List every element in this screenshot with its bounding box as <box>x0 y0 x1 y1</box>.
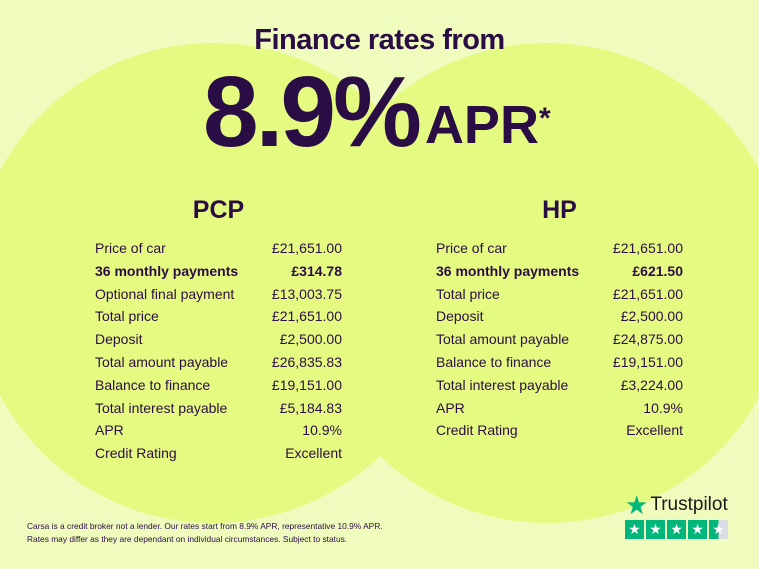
table-row: Optional final payment £13,003.75 <box>95 283 342 306</box>
table-row: Total price £21,651.00 <box>95 305 342 328</box>
row-value: £26,835.83 <box>271 353 342 370</box>
row-label: APR <box>436 399 465 416</box>
row-value: £621.50 <box>632 262 683 279</box>
disclaimer-line: Carsa is a credit broker not a lender. O… <box>27 521 383 531</box>
row-label: Price of car <box>95 240 166 256</box>
row-value: £19,151.00 <box>271 376 342 393</box>
row-value: 10.9% <box>643 399 683 416</box>
table-row: Credit Rating Excellent <box>95 442 342 465</box>
row-value: £21,651.00 <box>271 308 342 325</box>
row-value: £21,651.00 <box>612 240 683 256</box>
hp-title: HP <box>542 196 577 224</box>
hp-table: HP Price of car £21,651.00 36 monthly paym… <box>436 196 683 442</box>
disclaimer: Carsa is a credit broker not a lender. O… <box>27 520 383 546</box>
trustpilot-star-icon: ★ <box>625 490 649 520</box>
row-value: Excellent <box>285 445 342 462</box>
row-label: Total amount payable <box>436 331 570 348</box>
row-label: Balance to finance <box>95 376 211 393</box>
table-row: Total price £21,651.00 <box>436 283 683 306</box>
table-row: 36 monthly payments £314.78 <box>95 260 342 283</box>
row-value: £3,224.00 <box>620 376 683 393</box>
table-row: Balance to finance £19,151.00 <box>95 374 342 397</box>
table-row: Balance to finance £19,151.00 <box>436 351 683 374</box>
row-value: £21,651.00 <box>612 285 683 302</box>
rate-display: 8.9% APR * <box>203 62 551 162</box>
table-row: Deposit £2,500.00 <box>436 305 683 328</box>
rating-star-icon: ★ <box>688 520 707 539</box>
rating-star-icon: ★ <box>667 520 686 539</box>
table-row: APR 10.9% <box>95 419 342 442</box>
pcp-table: PCP Price of car £21,651.00 36 monthly pay… <box>95 196 342 465</box>
table-row: 36 monthly payments £621.50 <box>436 260 683 283</box>
row-value: £2,500.00 <box>279 331 342 348</box>
rating-star-icon: ★ <box>709 520 728 539</box>
row-label: Credit Rating <box>436 422 518 439</box>
row-label: Deposit <box>95 331 143 348</box>
trustpilot-rating: ★ ★ ★ ★ ★ <box>625 520 728 539</box>
row-label: Optional final payment <box>95 285 235 302</box>
apr-label: APR <box>424 95 539 155</box>
row-value: £13,003.75 <box>271 285 342 302</box>
rating-star-icon: ★ <box>625 520 644 539</box>
table-row: Price of car £21,651.00 <box>95 237 342 260</box>
table-row: Credit Rating Excellent <box>436 419 683 442</box>
row-label: Total amount payable <box>95 353 229 370</box>
row-label: Total interest payable <box>95 399 228 416</box>
table-row: Total amount payable £24,875.00 <box>436 328 683 351</box>
table-row: Total interest payable £3,224.00 <box>436 374 683 397</box>
row-label: Total price <box>95 308 159 325</box>
rating-star-icon: ★ <box>646 520 665 539</box>
row-label: Balance to finance <box>436 353 552 370</box>
table-row: APR 10.9% <box>436 397 683 420</box>
row-label: Deposit <box>436 308 484 325</box>
row-value: 10.9% <box>302 422 342 439</box>
table-row: Price of car £21,651.00 <box>436 237 683 260</box>
trustpilot-badge[interactable]: ★ Trustpilot ★ ★ ★ ★ ★ <box>625 490 728 539</box>
table-row: Total interest payable £5,184.83 <box>95 397 342 420</box>
asterisk: * <box>538 102 551 135</box>
row-label: Total price <box>436 285 500 302</box>
rate-value: 8.9% <box>203 56 422 168</box>
row-label: Price of car <box>436 240 507 256</box>
row-label: 36 monthly payments <box>436 262 580 279</box>
row-label: Total interest payable <box>436 376 569 393</box>
right-circle-decoration <box>306 43 759 523</box>
row-value: Excellent <box>626 422 683 439</box>
pcp-title: PCP <box>192 196 245 224</box>
headline: Finance rates from <box>254 24 505 56</box>
row-label: APR <box>95 422 124 439</box>
row-value: £314.78 <box>291 262 342 279</box>
disclaimer-line: Rates may differ as they are dependant o… <box>27 534 348 544</box>
table-row: Total amount payable £26,835.83 <box>95 351 342 374</box>
row-value: £24,875.00 <box>612 331 683 348</box>
row-value: £5,184.83 <box>279 399 342 416</box>
row-value: £21,651.00 <box>271 240 342 256</box>
trustpilot-name: Trustpilot <box>650 494 728 515</box>
table-row: Deposit £2,500.00 <box>95 328 342 351</box>
row-label: 36 monthly payments <box>95 262 239 279</box>
row-value: £19,151.00 <box>612 353 683 370</box>
row-value: £2,500.00 <box>620 308 683 325</box>
row-label: Credit Rating <box>95 445 177 462</box>
